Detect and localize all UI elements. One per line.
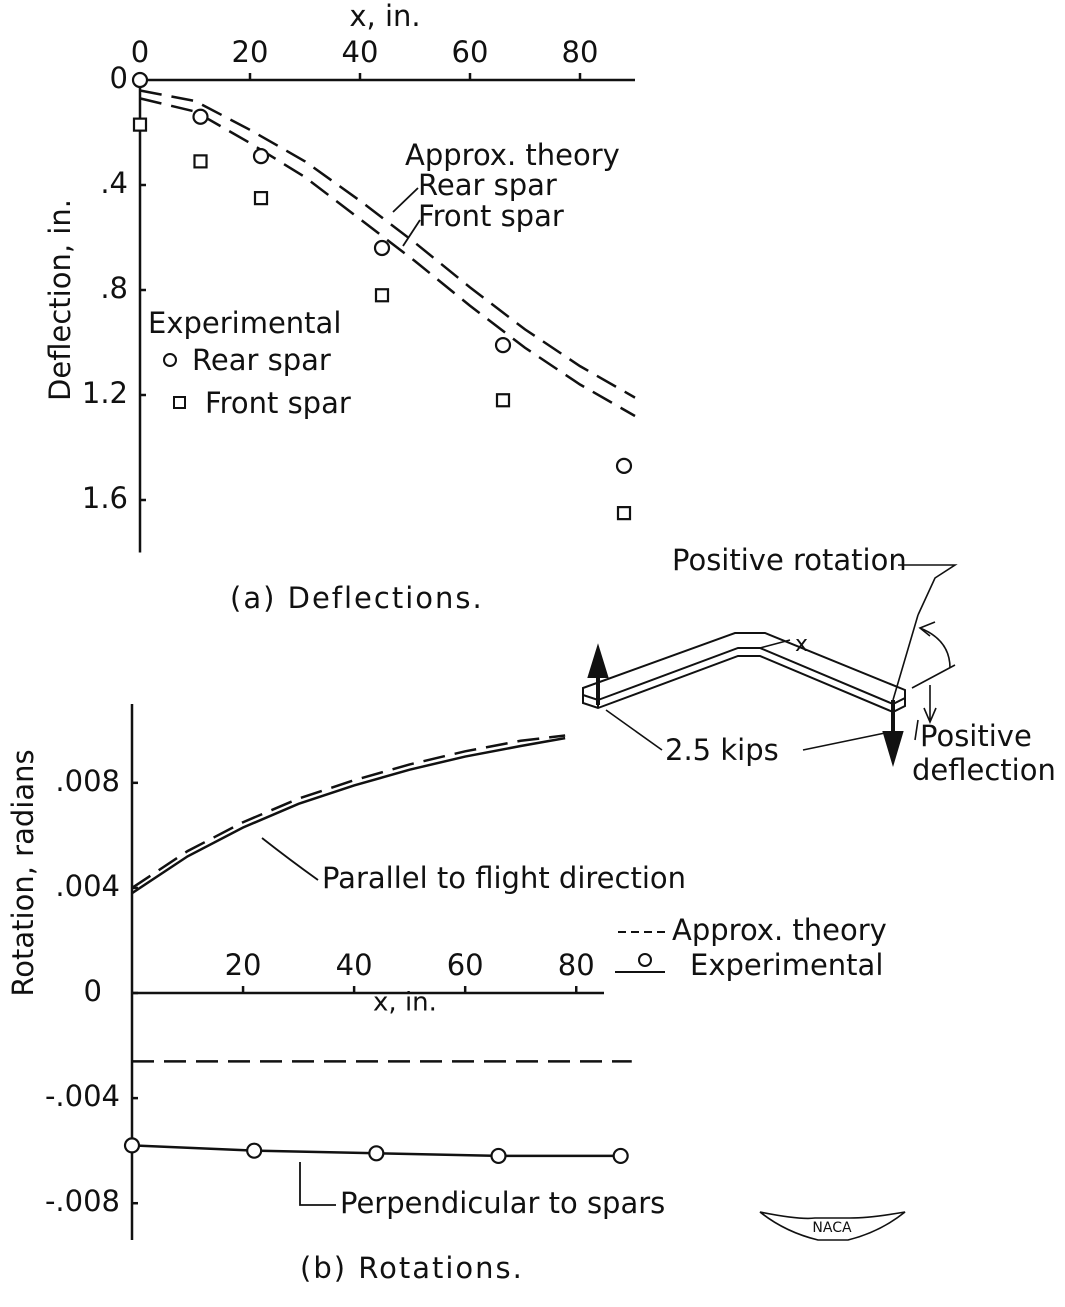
y-tick-label: 0 xyxy=(110,61,128,95)
y-tick-label: .008 xyxy=(55,764,120,798)
marker xyxy=(252,148,270,165)
series-line xyxy=(139,89,636,399)
caption: (a) Deflections. xyxy=(230,581,484,615)
marker xyxy=(132,117,148,132)
x-tick-label: 20 xyxy=(225,948,262,982)
leader xyxy=(402,219,421,247)
marker xyxy=(612,1147,629,1165)
marker xyxy=(192,108,209,125)
y-axis-label: Rotation, radians xyxy=(6,749,40,996)
leader xyxy=(299,1162,336,1206)
y-tick-label: 0 xyxy=(84,974,102,1008)
legend-swatch xyxy=(638,953,652,967)
marker xyxy=(490,1147,507,1165)
y-axis-label: Deflection, in. xyxy=(43,199,77,401)
legend-label: Rear spar xyxy=(192,343,331,377)
logo: NACA xyxy=(759,1211,906,1241)
load-arrow xyxy=(587,643,609,705)
wing-diagram xyxy=(582,564,958,751)
marker xyxy=(246,1142,263,1159)
load-arrow xyxy=(882,700,904,768)
x-tick-label: 0 xyxy=(131,35,149,69)
leader xyxy=(261,837,319,881)
annotation: Perpendicular to spars xyxy=(340,1186,665,1220)
legend-label: Front spar xyxy=(205,386,351,420)
marker xyxy=(253,191,269,206)
x-tick-label: 20 xyxy=(232,35,269,69)
diagram-label: x xyxy=(795,632,808,657)
marker xyxy=(368,1145,385,1162)
legend-label: Approx. theory xyxy=(672,913,887,947)
y-tick-label: -.004 xyxy=(45,1079,120,1113)
y-tick-label: 1.2 xyxy=(82,376,128,410)
x-tick-label: 40 xyxy=(336,948,373,982)
series-line xyxy=(139,97,636,418)
diagram-label: Positive rotation xyxy=(672,543,907,577)
diagram-label: deflection xyxy=(912,753,1056,787)
y-tick-label: .004 xyxy=(55,869,120,903)
marker xyxy=(616,506,632,521)
marker xyxy=(193,154,208,169)
x-tick-label: 60 xyxy=(447,948,484,982)
series-line xyxy=(131,734,566,889)
annotation: Rear spar xyxy=(418,168,557,202)
logo-text: NACA xyxy=(812,1220,852,1236)
x-axis-label: x, in. xyxy=(349,0,420,33)
x-tick-label: 80 xyxy=(562,35,599,69)
legend-swatch xyxy=(173,396,186,409)
marker xyxy=(615,457,633,474)
y-tick-label: .4 xyxy=(100,166,128,200)
annotation: Front spar xyxy=(418,199,564,233)
diagram-label: Positive xyxy=(920,719,1032,753)
marker xyxy=(494,337,512,354)
legend-label: Experimental xyxy=(690,948,883,982)
x-tick-label: 60 xyxy=(452,35,489,69)
diagram-label: 2.5 kips xyxy=(665,733,779,767)
x-tick-label: 40 xyxy=(342,35,379,69)
legend-swatch xyxy=(163,353,177,367)
marker xyxy=(123,1137,141,1154)
annotation: Parallel to flight direction xyxy=(322,861,686,895)
x-tick-label: 80 xyxy=(558,948,595,982)
marker xyxy=(373,239,391,257)
annotation: Approx. theory xyxy=(405,138,620,172)
marker xyxy=(374,288,390,303)
caption: (b) Rotations. xyxy=(300,1251,524,1285)
legend-title: Experimental xyxy=(148,306,341,340)
y-tick-label: .8 xyxy=(100,271,128,305)
y-tick-label: -.008 xyxy=(45,1184,120,1218)
series-line xyxy=(131,736,566,895)
y-tick-label: 1.6 xyxy=(82,481,128,515)
marker xyxy=(495,393,511,408)
leader xyxy=(392,187,419,213)
marker xyxy=(131,71,149,89)
